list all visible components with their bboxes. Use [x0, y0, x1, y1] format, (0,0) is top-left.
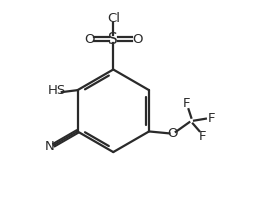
Text: F: F	[183, 97, 190, 110]
Text: HS: HS	[47, 84, 66, 97]
Text: O: O	[84, 32, 95, 46]
Text: S: S	[108, 31, 118, 47]
Text: Cl: Cl	[107, 12, 120, 25]
Text: F: F	[199, 130, 206, 143]
Text: O: O	[132, 32, 142, 46]
Text: F: F	[208, 112, 215, 125]
Text: O: O	[167, 127, 178, 140]
Text: N: N	[44, 140, 54, 153]
